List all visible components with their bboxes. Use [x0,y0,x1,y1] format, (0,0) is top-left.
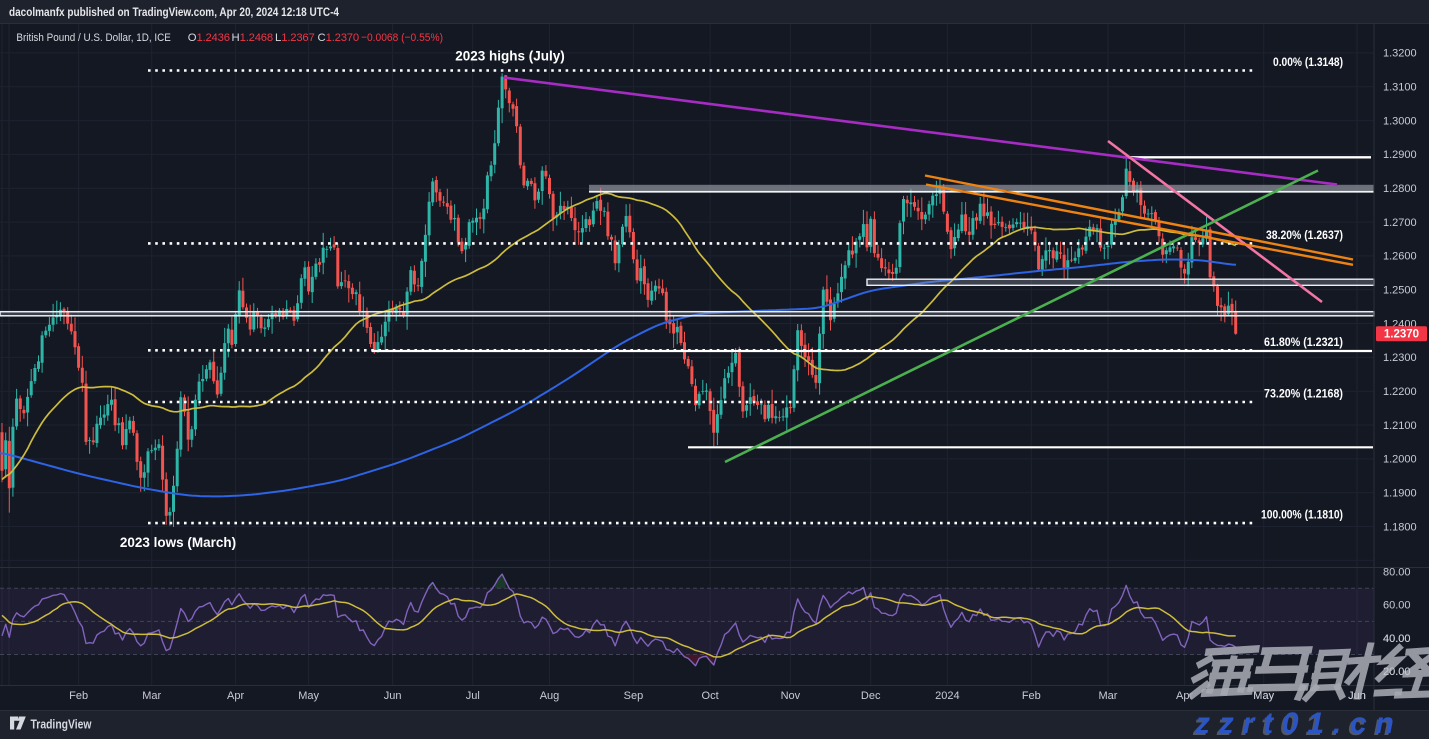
svg-text:Feb: Feb [69,690,88,702]
svg-text:Jul: Jul [466,690,480,702]
svg-text:1.2300: 1.2300 [1383,352,1417,364]
svg-text:Mar: Mar [1099,690,1118,702]
svg-text:2023 lows (March): 2023 lows (March) [120,535,236,550]
svg-text:May: May [1253,690,1274,702]
svg-text:2024: 2024 [935,690,959,702]
svg-text:1.2200: 1.2200 [1383,386,1417,398]
svg-text:61.80% (1.2321): 61.80% (1.2321) [1264,337,1343,349]
svg-text:1.2700: 1.2700 [1383,217,1417,229]
svg-text:1.2000: 1.2000 [1383,454,1417,466]
svg-text:1.2600: 1.2600 [1383,251,1417,263]
svg-text:1.2500: 1.2500 [1383,285,1417,297]
svg-text:1.3100: 1.3100 [1383,82,1417,94]
svg-text:Jun: Jun [1348,690,1366,702]
svg-text:Apr: Apr [227,690,244,702]
svg-text:May: May [1253,690,1274,702]
svg-text:1.3200: 1.3200 [1383,48,1417,60]
svg-text:40.00: 40.00 [1383,633,1411,645]
svg-text:Aug: Aug [540,690,560,702]
svg-text:Nov: Nov [781,690,801,702]
svg-text:38.20% (1.2637): 38.20% (1.2637) [1266,230,1343,242]
svg-text:1.2900: 1.2900 [1383,149,1417,161]
svg-text:73.20% (1.2168): 73.20% (1.2168) [1264,389,1343,401]
svg-text:1.2100: 1.2100 [1383,420,1417,432]
svg-text:1.1800: 1.1800 [1383,521,1417,533]
svg-text:dacolmanfx published on Tradin: dacolmanfx published on TradingView.com,… [9,5,339,19]
svg-text:Dec: Dec [861,690,881,702]
svg-text:Sep: Sep [624,690,644,702]
svg-text:Oct: Oct [702,690,719,702]
svg-text:1.2370: 1.2370 [1384,329,1419,341]
svg-text:Jun: Jun [384,690,402,702]
svg-text:zzrt01.cn: zzrt01.cn [1192,709,1401,739]
svg-text:1.3000: 1.3000 [1383,115,1417,127]
svg-text:May: May [298,690,319,702]
svg-text:2023 highs (July): 2023 highs (July) [455,49,565,64]
svg-text:0.00% (1.3148): 0.00% (1.3148) [1273,57,1343,69]
svg-text:TradingView: TradingView [31,717,93,732]
svg-text:1.1900: 1.1900 [1383,488,1417,500]
svg-text:zzrt01.cn: zzrt01.cn [1194,707,1403,739]
svg-text:20.00: 20.00 [1383,666,1411,678]
svg-text:60.00: 60.00 [1383,600,1411,612]
svg-text:Feb: Feb [1022,690,1041,702]
svg-text:British Pound / U.S. Dollar, 1: British Pound / U.S. Dollar, 1D, ICE O1.2… [16,32,443,44]
svg-text:Apr: Apr [1176,690,1193,702]
svg-text:40.00: 40.00 [1383,633,1411,645]
svg-text:1.2800: 1.2800 [1383,183,1417,195]
svg-text:100.00% (1.1810): 100.00% (1.1810) [1261,510,1343,522]
svg-text:80.00: 80.00 [1383,567,1411,579]
svg-text:Mar: Mar [142,690,161,702]
